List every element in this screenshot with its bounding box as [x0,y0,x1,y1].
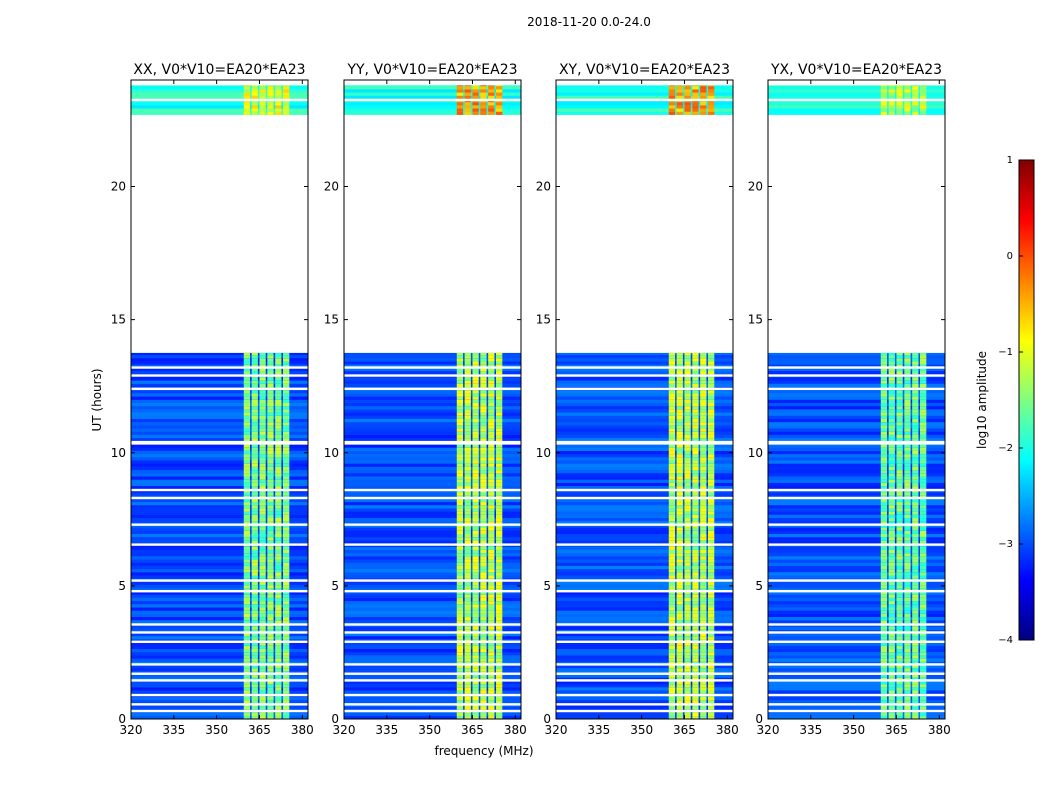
y-tick-label: 15 [324,313,339,327]
y-tick-label: 10 [324,446,339,460]
x-tick-label: 320 [333,723,356,737]
y-tick-label: 20 [536,180,551,194]
y-tick-label: 0 [331,712,339,726]
y-tick-label: 15 [536,313,551,327]
y-tick-label: 10 [536,446,551,460]
x-axis-label: frequency (MHz) [434,744,533,758]
x-tick-label: 350 [842,723,865,737]
colorbar-tick-label: 1 [1007,155,1013,166]
x-tick-label: 335 [799,723,822,737]
x-tick-label: 365 [673,723,696,737]
heatmap [556,85,733,720]
x-tick-label: 320 [757,723,780,737]
x-tick-label: 335 [587,723,610,737]
colorbar-tick-label: −1 [998,347,1013,358]
panel-2: YY, V0*V10=EA20*EA23 320 335 350 365 380 0 5 10 1… [324,62,527,737]
y-tick-label: 5 [118,579,126,593]
y-tick-label: 0 [118,712,126,726]
panel-3: XY, V0*V10=EA20*EA23 320 335 350 365 380 0 5 10 1… [536,62,739,737]
y-tick-label: 0 [755,712,763,726]
heatmap [768,85,945,720]
y-tick-label: 10 [111,446,126,460]
x-tick-label: 365 [248,723,271,737]
heatmap [344,85,521,720]
axes-frame [343,79,522,720]
x-tick-label: 335 [162,723,185,737]
x-tick-label: 380 [928,723,951,737]
y-tick-label: 15 [111,313,126,327]
panel-1: XX, V0*V10=EA20*EA23 320 335 350 365 380 0 5 10 1… [111,62,314,737]
x-tick-label: 380 [291,723,314,737]
x-tick-label: 320 [545,723,568,737]
panel-title: YX, V0*V10=EA20*EA23 [770,62,942,78]
x-tick-label: 350 [630,723,653,737]
y-tick-label: 15 [748,313,763,327]
y-tick-label: 5 [331,579,339,593]
y-tick-label: 10 [748,446,763,460]
x-tick-label: 320 [120,723,143,737]
x-tick-label: 335 [375,723,398,737]
y-tick-label: 20 [111,180,126,194]
axes-frame [130,79,309,720]
x-tick-label: 350 [418,723,441,737]
axes-frame [767,79,946,720]
axes-frame [555,79,734,720]
colorbar-label: log10 amplitude [975,351,989,449]
x-tick-label: 365 [461,723,484,737]
colorbar: 1 0 −1 −2 −3 −4 log10 amplitude [975,155,1035,646]
y-tick-label: 0 [543,712,551,726]
colorbar-gradient [1018,159,1035,641]
panel-title: XY, V0*V10=EA20*EA23 [559,62,730,78]
x-tick-label: 380 [504,723,527,737]
x-tick-label: 365 [885,723,908,737]
x-tick-label: 380 [716,723,739,737]
panel-title: YY, V0*V10=EA20*EA23 [346,62,517,78]
panel-title: XX, V0*V10=EA20*EA23 [133,62,305,78]
colorbar-tick-label: 0 [1007,251,1013,262]
colorbar-tick-label: −3 [998,539,1013,550]
y-tick-label: 20 [748,180,763,194]
colorbar-tick-label: −2 [998,443,1013,454]
figure-title: 2018-11-20 0.0-24.0 [527,15,651,29]
y-tick-label: 5 [755,579,763,593]
x-tick-label: 350 [205,723,228,737]
y-axis-label: UT (hours) [90,368,104,431]
heatmap [131,85,308,720]
y-tick-label: 20 [324,180,339,194]
y-tick-label: 5 [543,579,551,593]
colorbar-tick-label: −4 [998,635,1013,646]
panel-4: YX, V0*V10=EA20*EA23 320 335 350 365 380 0 5 10 1… [748,62,951,737]
